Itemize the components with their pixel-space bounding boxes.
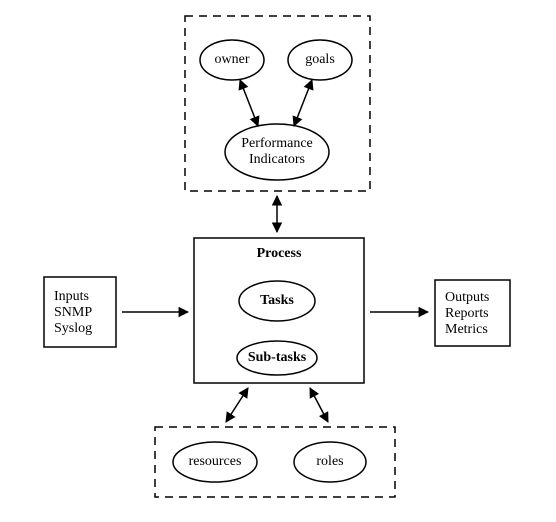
process-title: Process — [257, 246, 302, 261]
edge-5 — [226, 388, 248, 422]
owner-label: owner — [215, 52, 250, 67]
inputs-line-2: SNMP — [54, 305, 92, 320]
performance-label-2: Indicators — [249, 152, 305, 167]
edge-6 — [310, 388, 328, 422]
resources-label: resources — [189, 454, 242, 469]
goals-label: goals — [305, 52, 335, 67]
outputs-line-2: Reports — [445, 306, 489, 321]
subtasks-label: Sub-tasks — [248, 350, 307, 365]
outputs-line-1: Outputs — [445, 290, 489, 305]
inputs-line-1: Inputs — [54, 289, 89, 304]
inputs-line-3: Syslog — [54, 321, 92, 336]
outputs-line-3: Metrics — [445, 322, 488, 337]
tasks-label: Tasks — [260, 293, 294, 308]
edge-0 — [240, 80, 258, 126]
roles-label: roles — [316, 454, 343, 469]
performance-label-1: Performance — [241, 136, 313, 151]
edge-1 — [294, 80, 312, 126]
